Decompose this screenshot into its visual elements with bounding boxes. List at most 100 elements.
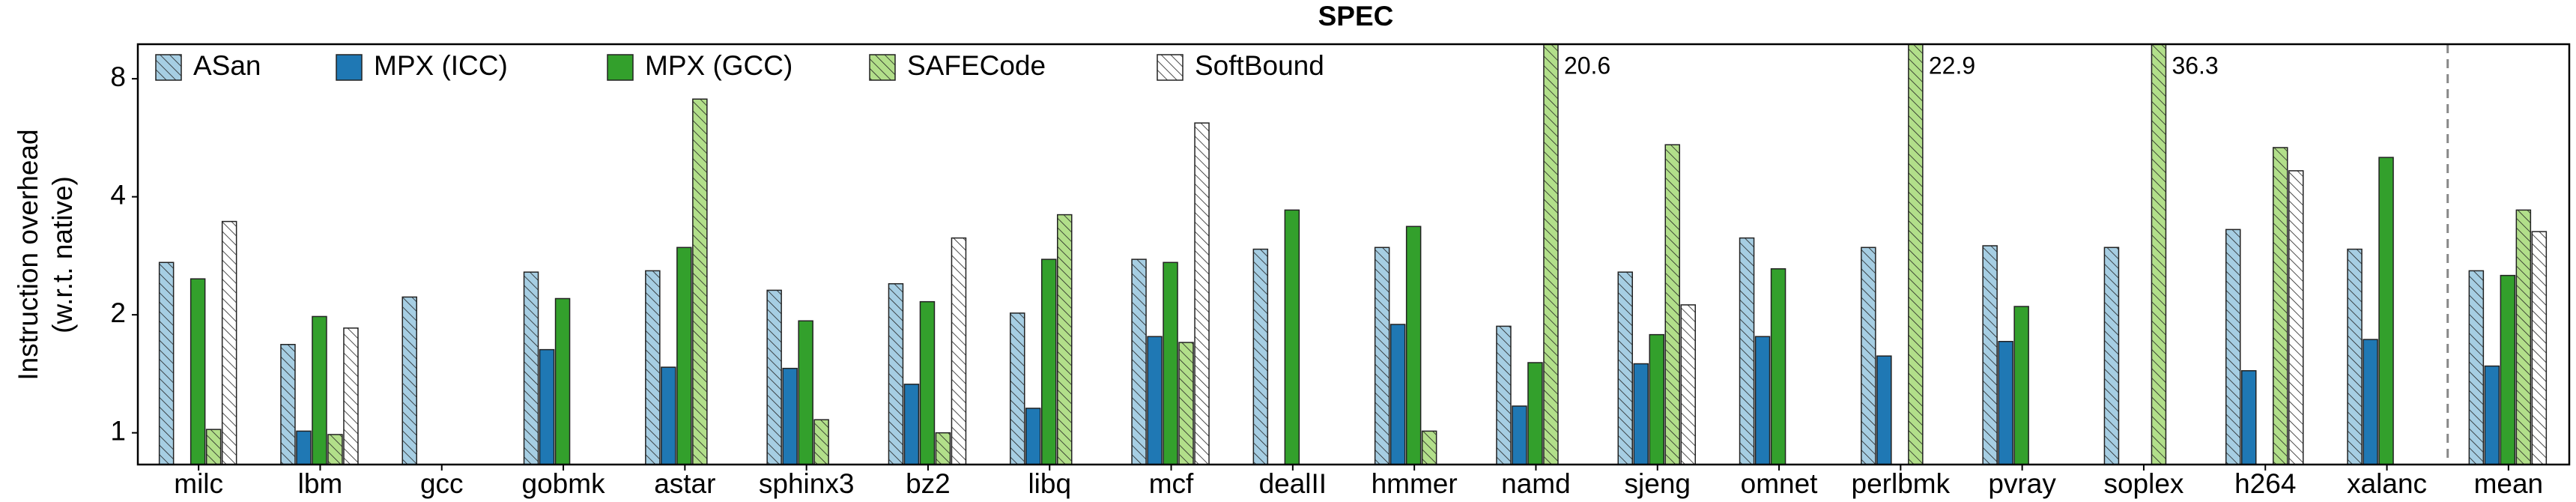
bar (2378, 157, 2394, 465)
bar (1876, 355, 1892, 465)
x-tick-label: dealII (1259, 468, 1327, 499)
y-tick-label: 4 (110, 179, 126, 210)
bar-hatch (1665, 145, 1680, 465)
x-tick-label: mcf (1149, 468, 1194, 499)
bar-hatch (2516, 210, 2531, 465)
bar-hatch (2104, 247, 2119, 465)
bar (1025, 408, 1041, 465)
bar-hatch (222, 221, 237, 465)
y-tick-label: 2 (110, 297, 126, 328)
bar (782, 367, 798, 465)
value-label: 36.3 (2172, 52, 2218, 79)
legend-label: MPX (ICC) (374, 50, 508, 81)
bar (798, 320, 813, 465)
bar (312, 315, 327, 465)
bar (1389, 324, 1406, 465)
value-label: 22.9 (1929, 52, 1975, 79)
bar-hatch (524, 272, 539, 465)
bar-hatch (1422, 431, 1437, 465)
bar (676, 247, 692, 465)
bar-hatch (343, 327, 358, 465)
bar-hatch (1253, 249, 1268, 465)
x-tick-label: gcc (420, 468, 464, 499)
bar-hatch (1739, 238, 1754, 465)
bar-hatch (1496, 326, 1511, 465)
bar (539, 348, 555, 465)
bar (919, 300, 936, 465)
x-tick-label: astar (654, 468, 715, 499)
bar (1405, 226, 1422, 465)
x-tick-label: pvray (1988, 468, 2056, 499)
x-tick-label: xalanc (2347, 468, 2427, 499)
bar-hatch (1861, 247, 1876, 465)
bar-hatch (2225, 229, 2240, 465)
bar-hatch (1681, 304, 1696, 465)
x-tick-label: bz2 (906, 468, 951, 499)
x-tick-label: libq (1028, 468, 1071, 499)
y-tick-label: 8 (110, 61, 126, 92)
value-label: 20.6 (1564, 52, 1610, 79)
bar-hatch (692, 99, 707, 465)
bar-hatch (767, 290, 782, 465)
bar-hatch (1375, 247, 1389, 465)
bar (1147, 336, 1163, 465)
bar (661, 366, 676, 465)
x-tick-label: omnet (1741, 468, 1819, 499)
bar (296, 430, 312, 465)
bar-hatch (1010, 312, 1025, 465)
y-axis-label: (w.r.t. native) (47, 176, 78, 333)
y-axis-label: Instruction overhead (13, 129, 43, 380)
x-tick-label: h264 (2234, 468, 2296, 499)
bar-hatch (1908, 44, 1923, 465)
bar-hatch (951, 238, 966, 465)
bar-hatch (1057, 214, 1072, 465)
bar (2363, 339, 2378, 465)
x-tick-label: milc (174, 468, 223, 499)
x-tick-label: gobmk (522, 468, 606, 499)
bar-hatch (159, 262, 174, 465)
bar-hatch (645, 270, 660, 465)
bar-hatch (1543, 44, 1558, 465)
bar-hatch (888, 283, 903, 465)
bar (1284, 209, 1300, 465)
x-tick-label: sphinx3 (759, 468, 855, 499)
legend-label: SAFECode (907, 50, 1046, 81)
x-tick-label: soplex (2103, 468, 2183, 499)
bar-hatch (1983, 246, 1998, 465)
bar-hatch (2532, 232, 2547, 465)
bar (1041, 258, 1057, 465)
x-tick-label: lbm (298, 468, 343, 499)
bar (190, 278, 206, 465)
bar (2484, 365, 2500, 465)
bar (1527, 362, 1543, 465)
plot-frame (136, 43, 2571, 466)
bar-hatch (1618, 272, 1633, 465)
x-tick-label: hmmer (1372, 468, 1458, 499)
bar (1754, 336, 1771, 465)
bar-hatch (280, 344, 295, 465)
bar-hatch (2348, 249, 2363, 465)
bar (1770, 268, 1786, 465)
y-tick-label: 1 (110, 415, 126, 446)
legend-swatch-hatch (156, 55, 181, 80)
bar-hatch (206, 429, 221, 465)
bar-hatch (2151, 44, 2166, 465)
bar-hatch (814, 420, 829, 465)
legend-swatch (336, 54, 363, 81)
bar-hatch (327, 434, 342, 465)
x-tick-label: perlbmk (1852, 468, 1951, 499)
bar-hatch (2288, 170, 2303, 465)
bar-hatch (402, 297, 417, 465)
bar-hatch (2273, 147, 2288, 465)
bar (2013, 306, 2029, 465)
bar (1633, 363, 1649, 465)
legend-swatch-hatch (1157, 55, 1183, 80)
bar (1998, 340, 2013, 465)
legend-label: MPX (GCC) (645, 50, 793, 81)
bar (2500, 274, 2516, 465)
legend-label: ASan (193, 50, 261, 81)
legend-label: SoftBound (1195, 50, 1324, 81)
legend-swatch-hatch (870, 55, 895, 80)
bar (1512, 405, 1527, 465)
bar (2241, 370, 2257, 465)
